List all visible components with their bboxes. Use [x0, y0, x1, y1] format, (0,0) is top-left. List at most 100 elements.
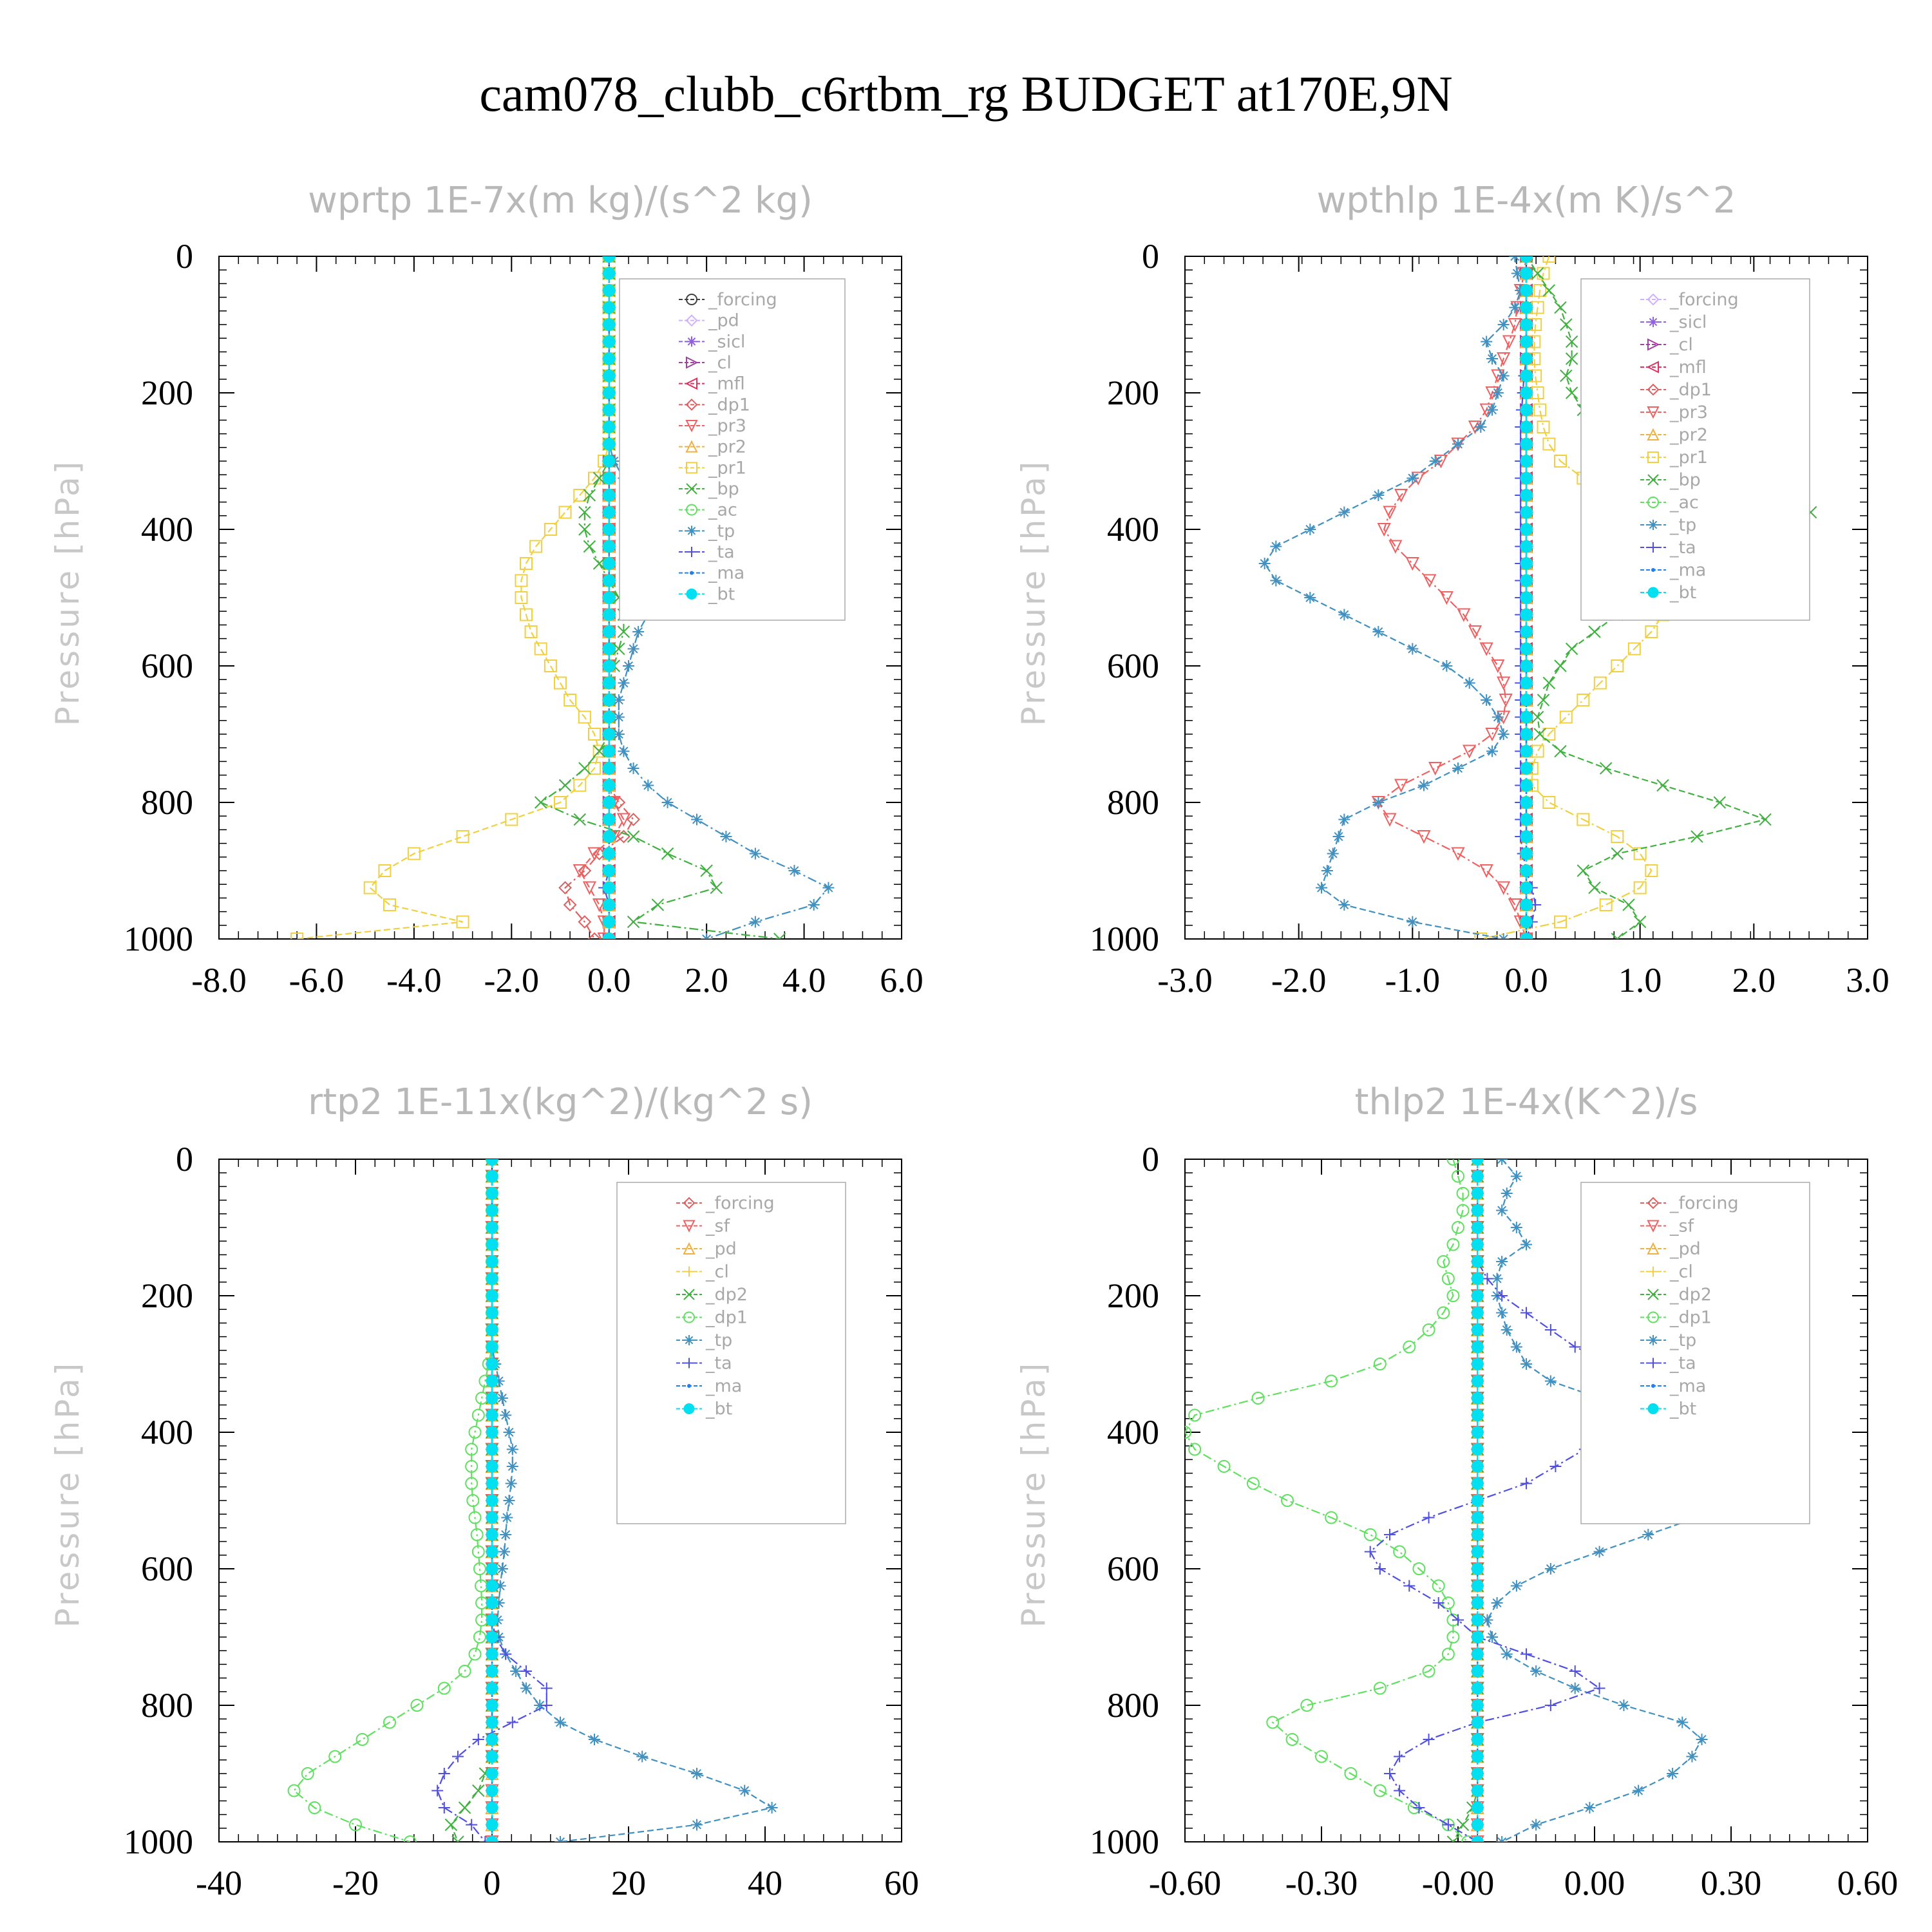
- data-point: [1544, 1563, 1557, 1575]
- data-point: [301, 1767, 314, 1780]
- x-tick-label: 0.0: [1504, 961, 1548, 999]
- figure-title: cam078_clubb_c6rtbm_rg BUDGET at170E,9N: [479, 66, 1452, 122]
- data-point: [691, 1768, 703, 1779]
- data-point: [1471, 1170, 1484, 1182]
- data-point: [1471, 1443, 1484, 1455]
- data-point: [1383, 813, 1397, 827]
- data-point: [1471, 1358, 1484, 1370]
- data-point: [1461, 1835, 1475, 1842]
- data-point: [456, 830, 469, 843]
- data-point: [1642, 1529, 1654, 1540]
- data-point: [589, 1734, 600, 1745]
- data-point: [486, 1307, 498, 1319]
- data-point: [1406, 472, 1419, 484]
- data-point: [603, 256, 616, 263]
- data-point: [496, 1563, 508, 1575]
- legend-marker: [1647, 497, 1659, 508]
- x-tick-label: -2.0: [484, 961, 539, 999]
- data-point: [1554, 455, 1567, 468]
- data-point: [1338, 899, 1350, 911]
- legend-label: _forcing: [705, 1193, 775, 1213]
- data-point: [587, 847, 601, 861]
- legend-label: _pr1: [1669, 448, 1708, 468]
- data-point: [1406, 643, 1419, 655]
- data-point: [1471, 1546, 1484, 1558]
- data-point: [627, 643, 639, 655]
- data-point: [1423, 1511, 1435, 1524]
- legend-marker: [1647, 1242, 1660, 1255]
- data-point: [603, 455, 616, 468]
- data-point: [465, 1443, 478, 1456]
- legend-marker: [1647, 406, 1660, 419]
- data-point: [1393, 1545, 1406, 1558]
- data-point: [603, 472, 616, 484]
- legend-box: [616, 1182, 846, 1524]
- data-point: [1383, 506, 1397, 520]
- data-point: [1452, 1170, 1464, 1183]
- data-point: [1413, 1802, 1425, 1814]
- legend-marker: [1647, 1311, 1659, 1323]
- legend-label: _ac: [1669, 493, 1699, 513]
- legend-marker: [685, 420, 698, 433]
- data-point: [1474, 933, 1488, 939]
- data-point: [592, 557, 606, 570]
- legend-marker: [683, 1403, 695, 1414]
- data-point: [1645, 625, 1658, 638]
- data-point: [1394, 779, 1408, 793]
- data-point: [1542, 796, 1556, 809]
- data-point: [451, 1835, 464, 1842]
- x-tick-label: 4.0: [782, 961, 826, 999]
- data-point: [642, 779, 654, 791]
- data-point: [486, 1767, 498, 1780]
- legend-marker: [687, 1384, 691, 1388]
- data-point: [1554, 744, 1567, 758]
- data-point: [486, 1682, 498, 1694]
- data-point: [1530, 1665, 1542, 1677]
- data-point: [1497, 728, 1510, 740]
- data-point: [1315, 1750, 1328, 1763]
- data-point: [700, 864, 713, 877]
- data-point: [1509, 256, 1521, 262]
- legend-label: _bt: [708, 584, 735, 604]
- data-point: [1544, 1700, 1557, 1711]
- data-point: [788, 865, 800, 876]
- legend-item: _dp1: [679, 395, 750, 415]
- data-point: [592, 898, 607, 913]
- data-point: [486, 1580, 498, 1592]
- data-point: [1510, 1580, 1522, 1592]
- legend-item: _dp1: [1640, 1308, 1712, 1328]
- data-point: [1446, 1159, 1460, 1166]
- data-point: [1520, 284, 1533, 297]
- data-point: [1373, 1358, 1387, 1370]
- data-point: [1520, 745, 1533, 757]
- legend-box: [1580, 1182, 1810, 1524]
- data-point: [1486, 353, 1498, 365]
- data-point: [1520, 523, 1533, 536]
- data-point: [1560, 369, 1573, 383]
- legend-item: _ta: [676, 1354, 732, 1374]
- data-point: [1471, 1221, 1484, 1234]
- series-layer: [290, 256, 835, 939]
- data-point: [1491, 659, 1505, 674]
- data-point: [1496, 1836, 1508, 1842]
- legend-item: _dp2: [676, 1285, 748, 1305]
- data-point: [578, 523, 591, 536]
- data-point: [597, 933, 611, 939]
- data-point: [720, 831, 732, 842]
- legend-label: _dp2: [1669, 1285, 1712, 1305]
- legend: _forcing _sf _pd _cl _dp2 _dp1 _tp _ta_ma _bt: [1580, 1182, 1810, 1524]
- data-point: [749, 916, 761, 928]
- y-tick-label: 600: [141, 1549, 193, 1588]
- data-point: [1471, 1767, 1484, 1780]
- data-point: [1544, 1324, 1557, 1336]
- data-point: [1542, 437, 1556, 451]
- data-point: [520, 557, 533, 570]
- data-point: [1486, 1631, 1498, 1643]
- data-point: [1520, 1358, 1532, 1370]
- data-point: [636, 1750, 649, 1763]
- data-point: [494, 1580, 506, 1592]
- data-point: [544, 659, 557, 672]
- data-point: [1372, 626, 1385, 638]
- data-point: [1471, 1341, 1484, 1353]
- legend-item: _tp: [1640, 1331, 1696, 1350]
